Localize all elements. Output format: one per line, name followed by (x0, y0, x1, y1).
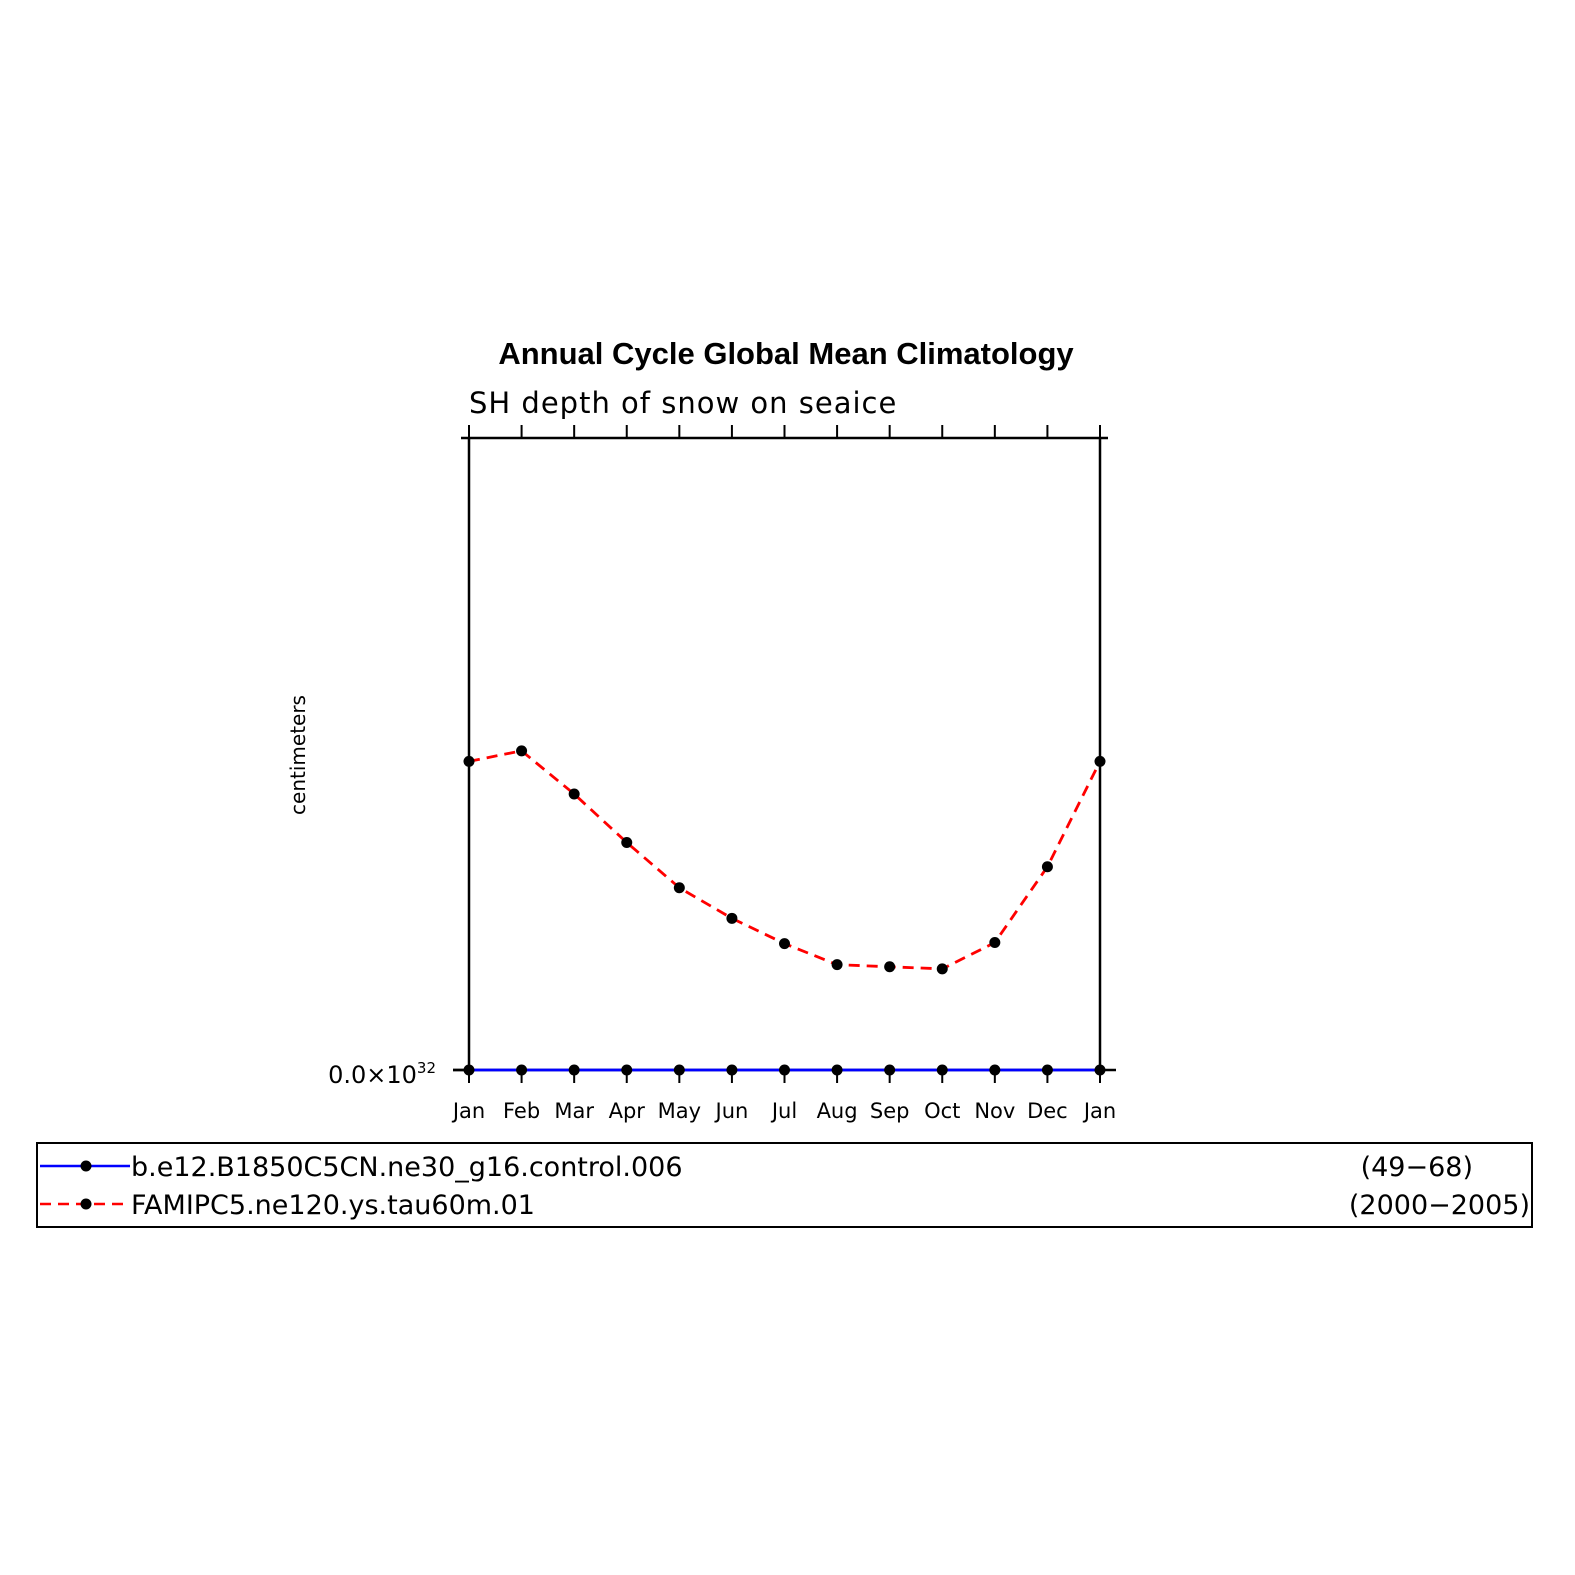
data-point (936, 963, 948, 975)
plot-frame (453, 436, 1116, 1072)
chart-title: Annual Cycle Global Mean Climatology (498, 336, 1074, 371)
data-point (884, 961, 896, 973)
data-point (673, 1064, 685, 1076)
data-point (516, 1064, 528, 1076)
data-point (884, 1064, 896, 1076)
legend: b.e12.B1850C5CN.ne30_g16.control.006 (49−… (36, 1142, 1533, 1228)
y-axis-label: centimeters (286, 695, 310, 815)
series-dashed (463, 745, 1106, 975)
data-point (1041, 1064, 1053, 1076)
x-tick-label: Jan (451, 1099, 485, 1123)
data-point (831, 959, 843, 971)
legend-series-period: (2000−2005) (1349, 1190, 1530, 1221)
x-tick-label: Dec (1027, 1099, 1068, 1123)
y-tick-label: 0.0×1032 (328, 1059, 436, 1089)
x-tick-label: Aug (817, 1099, 858, 1123)
data-point (621, 1064, 633, 1076)
x-tick-label: Nov (974, 1099, 1015, 1123)
data-point (989, 937, 1001, 949)
x-tick-label: Jul (770, 1099, 797, 1123)
y-axis-tick-labels: 0.0×1032 (328, 1059, 436, 1089)
legend-swatch-marker (80, 1160, 92, 1172)
series-line (468, 749, 1102, 971)
data-point (831, 1064, 843, 1076)
x-tick-label: May (658, 1099, 701, 1123)
data-point (779, 938, 790, 950)
x-tick-label: Sep (870, 1099, 910, 1123)
data-point (621, 836, 633, 848)
legend-swatch-marker (80, 1198, 92, 1210)
data-point (726, 912, 738, 924)
series-solid (463, 1064, 1106, 1076)
data-point (726, 1064, 738, 1076)
x-tick-label: Mar (554, 1099, 594, 1123)
x-tick-label: Jun (714, 1099, 749, 1123)
legend-series-period: (49−68) (1361, 1152, 1473, 1183)
x-tick-label: Jan (1082, 1099, 1116, 1123)
y-tick-exponent: 32 (417, 1059, 436, 1077)
data-point (1041, 861, 1053, 873)
data-point (568, 788, 580, 800)
x-tick-label: Apr (609, 1099, 646, 1123)
legend-series-name: FAMIPC5.ne120.ys.tau60m.01 (131, 1190, 535, 1221)
data-point (1094, 755, 1106, 767)
chart-subtitle: SH depth of snow on seaice (469, 386, 897, 420)
data-point (989, 1064, 1001, 1076)
x-tick-label: Oct (924, 1099, 960, 1123)
data-point (673, 882, 685, 894)
x-tick-label: Feb (503, 1099, 540, 1123)
x-axis-tick-labels: Jan Feb Mar Apr May Jun Jul Aug Sep Oct Nov Dec Jan (451, 1099, 1116, 1123)
y-tick-mantissa: 0.0×10 (328, 1061, 417, 1089)
data-point (936, 1064, 948, 1076)
data-point (516, 745, 528, 757)
legend-box (36, 1142, 1533, 1228)
series-group (463, 745, 1106, 1076)
data-point (1094, 1064, 1106, 1076)
data-point (779, 1064, 790, 1076)
legend-series-name: b.e12.B1850C5CN.ne30_g16.control.006 (131, 1152, 683, 1183)
x-axis-ticks (468, 425, 1101, 1083)
data-point (568, 1064, 580, 1076)
data-point (463, 755, 475, 767)
data-point (463, 1064, 475, 1076)
